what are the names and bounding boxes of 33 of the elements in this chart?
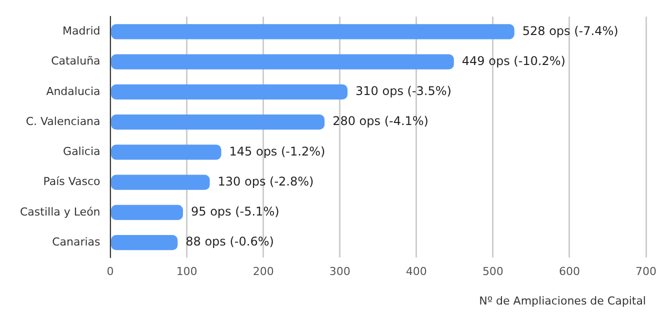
x-axis-title: Nº de Ampliaciones de Capital [479, 294, 646, 308]
y-tick-label: Canarias [52, 235, 101, 248]
data-label: 88 ops (-0.6%) [186, 234, 274, 249]
x-tick-label: 500 [482, 265, 504, 278]
data-label: 95 ops (-5.1%) [190, 204, 280, 219]
data-label: 130 ops (-2.8%) [218, 174, 314, 188]
bar [111, 144, 222, 160]
x-tick-label: 200 [252, 265, 274, 278]
bar [111, 84, 348, 100]
x-tick-label: 100 [176, 265, 198, 278]
y-tick-label: Madrid [62, 24, 100, 38]
data-label: 528 ops (-7.4%) [522, 24, 618, 38]
x-tick-label: 300 [329, 265, 350, 278]
bar [111, 54, 454, 70]
bar [111, 204, 183, 220]
y-tick-label: Galicia [63, 145, 100, 158]
data-label: 449 ops (-10.2%) [462, 54, 566, 68]
data-label: 310 ops (-3.5%) [356, 84, 452, 98]
data-label: 280 ops (-4.1%) [332, 114, 429, 128]
y-tick-label: Cataluña [51, 54, 100, 68]
bar [111, 24, 514, 40]
bar [111, 114, 325, 130]
y-tick-label: C. Valenciana [26, 114, 100, 128]
y-tick-label: País Vasco [43, 175, 101, 188]
bar [111, 235, 178, 250]
x-tick-label: 600 [558, 265, 580, 278]
x-tick-label: 400 [406, 265, 427, 278]
y-tick-label: Castilla y León [20, 205, 100, 218]
data-label: 145 ops (-1.2%) [229, 144, 326, 158]
y-tick-label: Andalucia [46, 84, 100, 98]
x-tick-label: 700 [636, 265, 656, 278]
x-tick-label: 0 [106, 265, 114, 278]
bar [111, 174, 210, 190]
